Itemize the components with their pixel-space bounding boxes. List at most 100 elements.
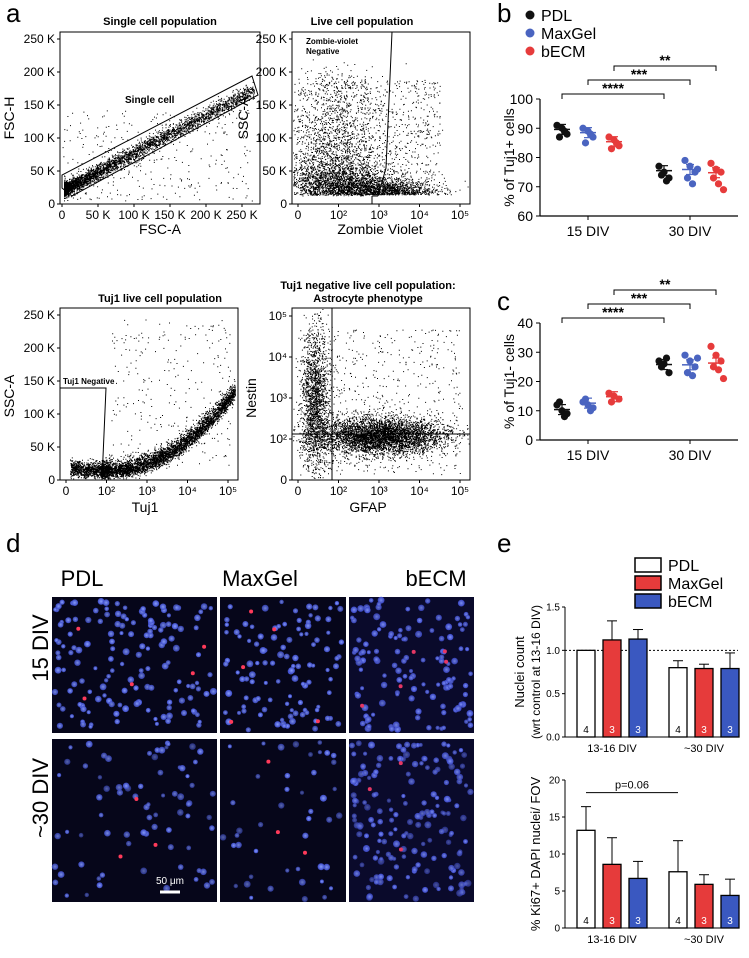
plot-frame (59, 31, 261, 205)
nucleus (176, 679, 182, 685)
nucleus (283, 653, 290, 660)
x-tick-label: 10³ (138, 484, 155, 498)
nucleus (432, 881, 440, 889)
nucleus (394, 648, 401, 655)
nucleus (72, 616, 79, 622)
nucleus (57, 621, 64, 628)
nucleus (311, 769, 317, 776)
x-tick-label: 250 K (226, 208, 257, 222)
significance-label: **** (602, 80, 624, 96)
nucleus (441, 680, 447, 686)
nucleus (371, 630, 378, 637)
nucleus (245, 727, 251, 733)
nucleus (284, 701, 290, 706)
ki67-nucleus (315, 719, 320, 724)
nucleus (106, 674, 111, 679)
y-axis-label: Nestin (243, 378, 259, 418)
nucleus (414, 812, 422, 820)
nucleus (445, 811, 451, 816)
nucleus (459, 763, 466, 769)
x-tick-label: 10⁴ (410, 208, 429, 222)
gate-label: Negative (306, 47, 340, 56)
bar-n-label: 3 (701, 916, 707, 927)
nucleus (395, 667, 402, 674)
x-tick-label: 10⁵ (451, 208, 469, 222)
nucleus (231, 842, 237, 849)
x-tick-label: 15 DIV (567, 223, 610, 239)
nucleus (166, 699, 173, 705)
nucleus (371, 792, 377, 798)
nucleus (140, 829, 147, 836)
legend-label: bECM (541, 44, 585, 61)
nucleus (330, 752, 337, 759)
ki67-nucleus (229, 719, 234, 724)
nucleus (359, 720, 366, 727)
nucleus (391, 662, 398, 669)
nucleus (432, 813, 437, 818)
flow-plot-tuj1: Tuj1 live cell population Tuj1 Negative … (1, 293, 239, 515)
x-tick-label: 10³ (370, 484, 387, 498)
nucleus (249, 624, 255, 630)
nucleus (368, 741, 375, 749)
ki67-nucleus (134, 797, 139, 801)
nucleus (270, 634, 278, 641)
x-axis-label: FSC-A (139, 221, 182, 237)
nucleus (350, 615, 355, 620)
nucleus (389, 817, 395, 823)
nucleus (393, 635, 398, 641)
nucleus (147, 617, 154, 624)
significance-label: **** (602, 304, 624, 320)
ki67-nucleus (442, 649, 447, 654)
nucleus (403, 801, 408, 806)
nucleus (381, 838, 388, 845)
nucleus (78, 832, 84, 838)
y-tick-label: 200 K (256, 65, 287, 79)
nucleus (312, 725, 318, 732)
nucleus (193, 877, 199, 882)
nucleus (360, 649, 366, 655)
y-tick-label: 0 (48, 473, 55, 487)
nucleus (270, 660, 276, 666)
nucleus (110, 646, 116, 652)
nucleus (233, 883, 238, 889)
nucleus (274, 721, 281, 728)
nucleus (368, 598, 374, 603)
ki67-nucleus (241, 665, 246, 670)
nucleus (352, 817, 358, 823)
event-cloud (70, 319, 236, 480)
nucleus (139, 643, 146, 650)
y-tick-label: 40 (517, 315, 533, 331)
nucleus (401, 793, 406, 799)
panel-label-c: c (497, 286, 510, 316)
nucleus (403, 751, 410, 759)
nucleus (166, 613, 171, 618)
nucleus (185, 813, 191, 819)
nucleus (331, 759, 337, 765)
nucleus (427, 837, 433, 843)
nucleus (388, 831, 394, 837)
nucleus (354, 692, 362, 699)
nucleus (415, 862, 421, 868)
nucleus (95, 695, 102, 703)
nucleus (365, 716, 372, 723)
nucleus (276, 624, 282, 629)
nucleus (116, 789, 123, 796)
nucleus (350, 777, 357, 785)
nucleus (376, 762, 382, 768)
nucleus (324, 750, 331, 756)
event-points (70, 457, 111, 480)
nucleus (186, 683, 191, 689)
nucleus (441, 710, 447, 716)
data-point (655, 162, 663, 170)
ki67-nucleus (76, 626, 81, 631)
nucleus (104, 678, 109, 683)
x-tick-label: 10⁴ (410, 484, 429, 498)
nucleus (277, 651, 285, 659)
nucleus (441, 741, 447, 747)
nucleus (246, 660, 254, 668)
nucleus (460, 814, 467, 822)
y-tick-label: 10⁵ (269, 309, 287, 323)
nucleus (366, 650, 371, 655)
data-point (555, 398, 564, 406)
